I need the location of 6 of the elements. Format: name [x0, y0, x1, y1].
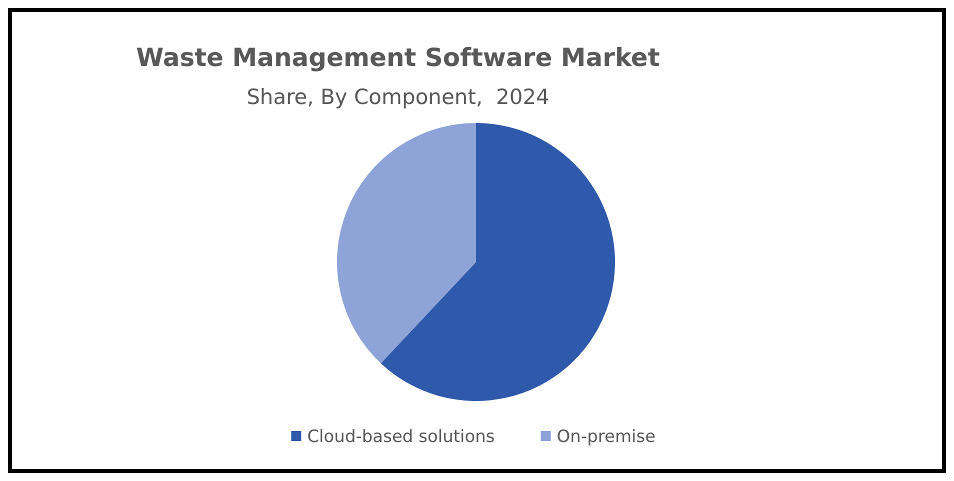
legend-label: On-premise: [556, 427, 656, 447]
pie-slice: [337, 123, 476, 364]
pie-slice: [380, 123, 615, 401]
legend-label: Cloud-based solutions: [307, 427, 495, 447]
chart-title: Waste Management Software Market: [136, 43, 660, 72]
chart-subtitle: Share, By Component, 2024: [246, 85, 550, 109]
